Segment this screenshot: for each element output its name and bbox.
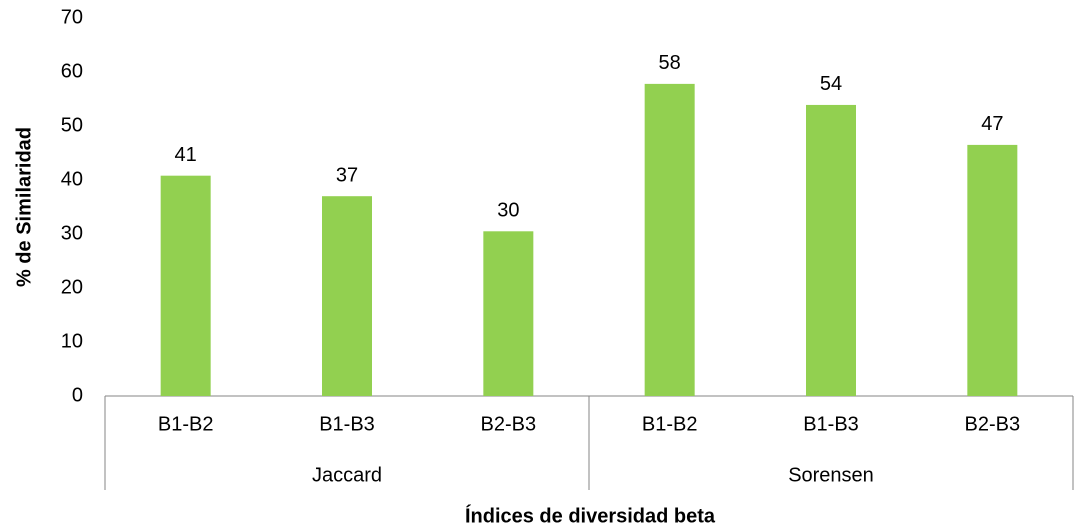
bar [322,196,372,396]
data-label: 37 [336,164,358,186]
y-axis-title: % de Similaridad [13,127,35,287]
x-tick-label: B2-B3 [965,413,1021,435]
y-tick-label: 10 [61,330,83,352]
data-label: 41 [175,144,197,166]
bar [806,104,856,396]
data-label: 58 [659,52,681,74]
data-label: 54 [820,73,842,95]
bar [967,144,1018,396]
group-label: Jaccard [312,464,382,486]
x-axis-title: Índices de diversidad beta [465,504,716,527]
bar [644,83,695,396]
bar [483,231,534,396]
x-tick-label: B2-B3 [481,413,537,435]
x-tick-label: B1-B3 [319,413,375,435]
y-tick-label: 40 [61,168,83,190]
y-tick-label: 70 [61,6,83,28]
x-tick-label: B1-B2 [642,413,698,435]
y-tick-label: 50 [61,114,83,136]
data-label: 30 [497,200,519,222]
y-tick-label: 60 [61,60,83,82]
group-label: Sorensen [788,464,874,486]
y-tick-label: 20 [61,276,83,298]
x-tick-label: B1-B3 [803,413,859,435]
y-tick-label: 0 [72,384,83,406]
data-label: 47 [981,113,1003,135]
y-tick-label: 30 [61,222,83,244]
bar [160,175,211,396]
x-tick-label: B1-B2 [158,413,214,435]
